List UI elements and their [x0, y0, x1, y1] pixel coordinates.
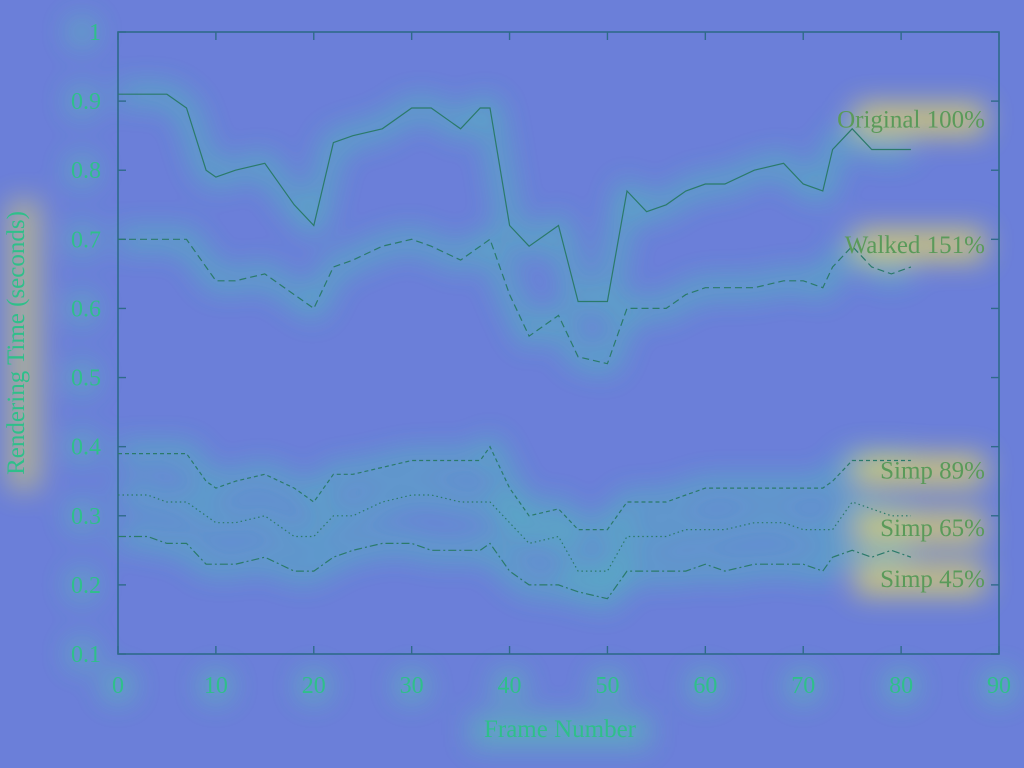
x-tick-label: 0: [112, 673, 124, 699]
tick-label-glow: [67, 224, 97, 255]
tick-label-glow: [297, 670, 330, 702]
x-tick-label: 50: [595, 673, 619, 699]
tick-label-glow: [67, 431, 97, 462]
series-labels: Original 100% Walked 151% Simp 89% Simp 65%…: [837, 106, 985, 593]
tick-label-glow: [983, 670, 1015, 702]
tick-label-glow: [67, 569, 97, 600]
tick-label-glow: [67, 155, 97, 186]
tick-label-glow: [67, 500, 97, 531]
x-tick-label: 40: [498, 673, 522, 699]
x-tick-label: 60: [693, 673, 717, 699]
series-line-4: [118, 535, 912, 600]
tick-label-glow: [67, 362, 97, 393]
y-tick-label: 0.6: [71, 296, 101, 322]
x-tick-label: 20: [302, 673, 326, 699]
y-tick-label: 0.4: [71, 435, 101, 461]
y-tick-label: 0.8: [71, 158, 101, 184]
series-label: Walked 151%: [845, 232, 985, 259]
series-line-1: [118, 238, 912, 365]
tick-label-glow: [67, 86, 97, 117]
series-label: Simp 65%: [880, 515, 985, 542]
series-label-glow: [855, 563, 985, 596]
tick-label-glow: [67, 17, 97, 47]
tick-label-glow: [67, 293, 97, 324]
y-tick-label: 1: [89, 20, 101, 46]
series-line-0: [118, 93, 911, 303]
series-glow: [118, 485, 911, 582]
y-axis-title: Rendering Time (seconds): [3, 211, 30, 475]
tick-label-glow: [395, 670, 428, 702]
series-label: Simp 45%: [880, 566, 985, 593]
y-tick-label: 0.7: [71, 227, 101, 253]
axis-title-glow: [8, 200, 40, 490]
tick-label-glow: [689, 670, 722, 702]
series-label-glow: [855, 511, 985, 544]
y-tick-label: 0.9: [71, 89, 101, 115]
series-label: Original 100%: [837, 106, 985, 133]
axis-title-glow: [470, 715, 650, 747]
series-label: Simp 89%: [880, 457, 985, 484]
tick-label-glow: [591, 670, 624, 702]
x-tick-label: 10: [204, 673, 228, 699]
x-axis-title: Frame Number: [484, 716, 637, 743]
plot-frame: [117, 31, 1000, 655]
tick-label-glow: [493, 670, 526, 702]
tick-marks: [117, 31, 1000, 655]
y-tick-label: 0.3: [71, 504, 101, 530]
y-tick-label: 0.2: [71, 573, 101, 599]
y-tick-label: 0.1: [71, 642, 101, 668]
x-tick-label: 30: [400, 673, 424, 699]
series-label-glow: [855, 454, 985, 487]
tick-label-glow: [885, 670, 918, 702]
series-label-glow: [855, 103, 985, 136]
series-line-2: [118, 445, 911, 531]
series-label-glow: [855, 228, 985, 261]
x-tick-label: 90: [987, 673, 1011, 699]
tick-label-glow: [67, 639, 97, 669]
y-tick-labels: 0.1 0.2 0.3 0.4 0.5 0.6 0.7 0.8 0.9 1: [71, 20, 101, 668]
tick-label-glow: [102, 670, 134, 702]
tick-label-glow: [199, 670, 232, 702]
x-tick-label: 80: [889, 673, 913, 699]
x-tick-labels: 0 10 20 30 40 50 60 70 80 90: [112, 673, 1011, 699]
tick-label-glow: [787, 670, 820, 702]
x-tick-label: 70: [791, 673, 815, 699]
y-tick-label: 0.5: [71, 366, 101, 392]
series-group: [118, 93, 912, 600]
